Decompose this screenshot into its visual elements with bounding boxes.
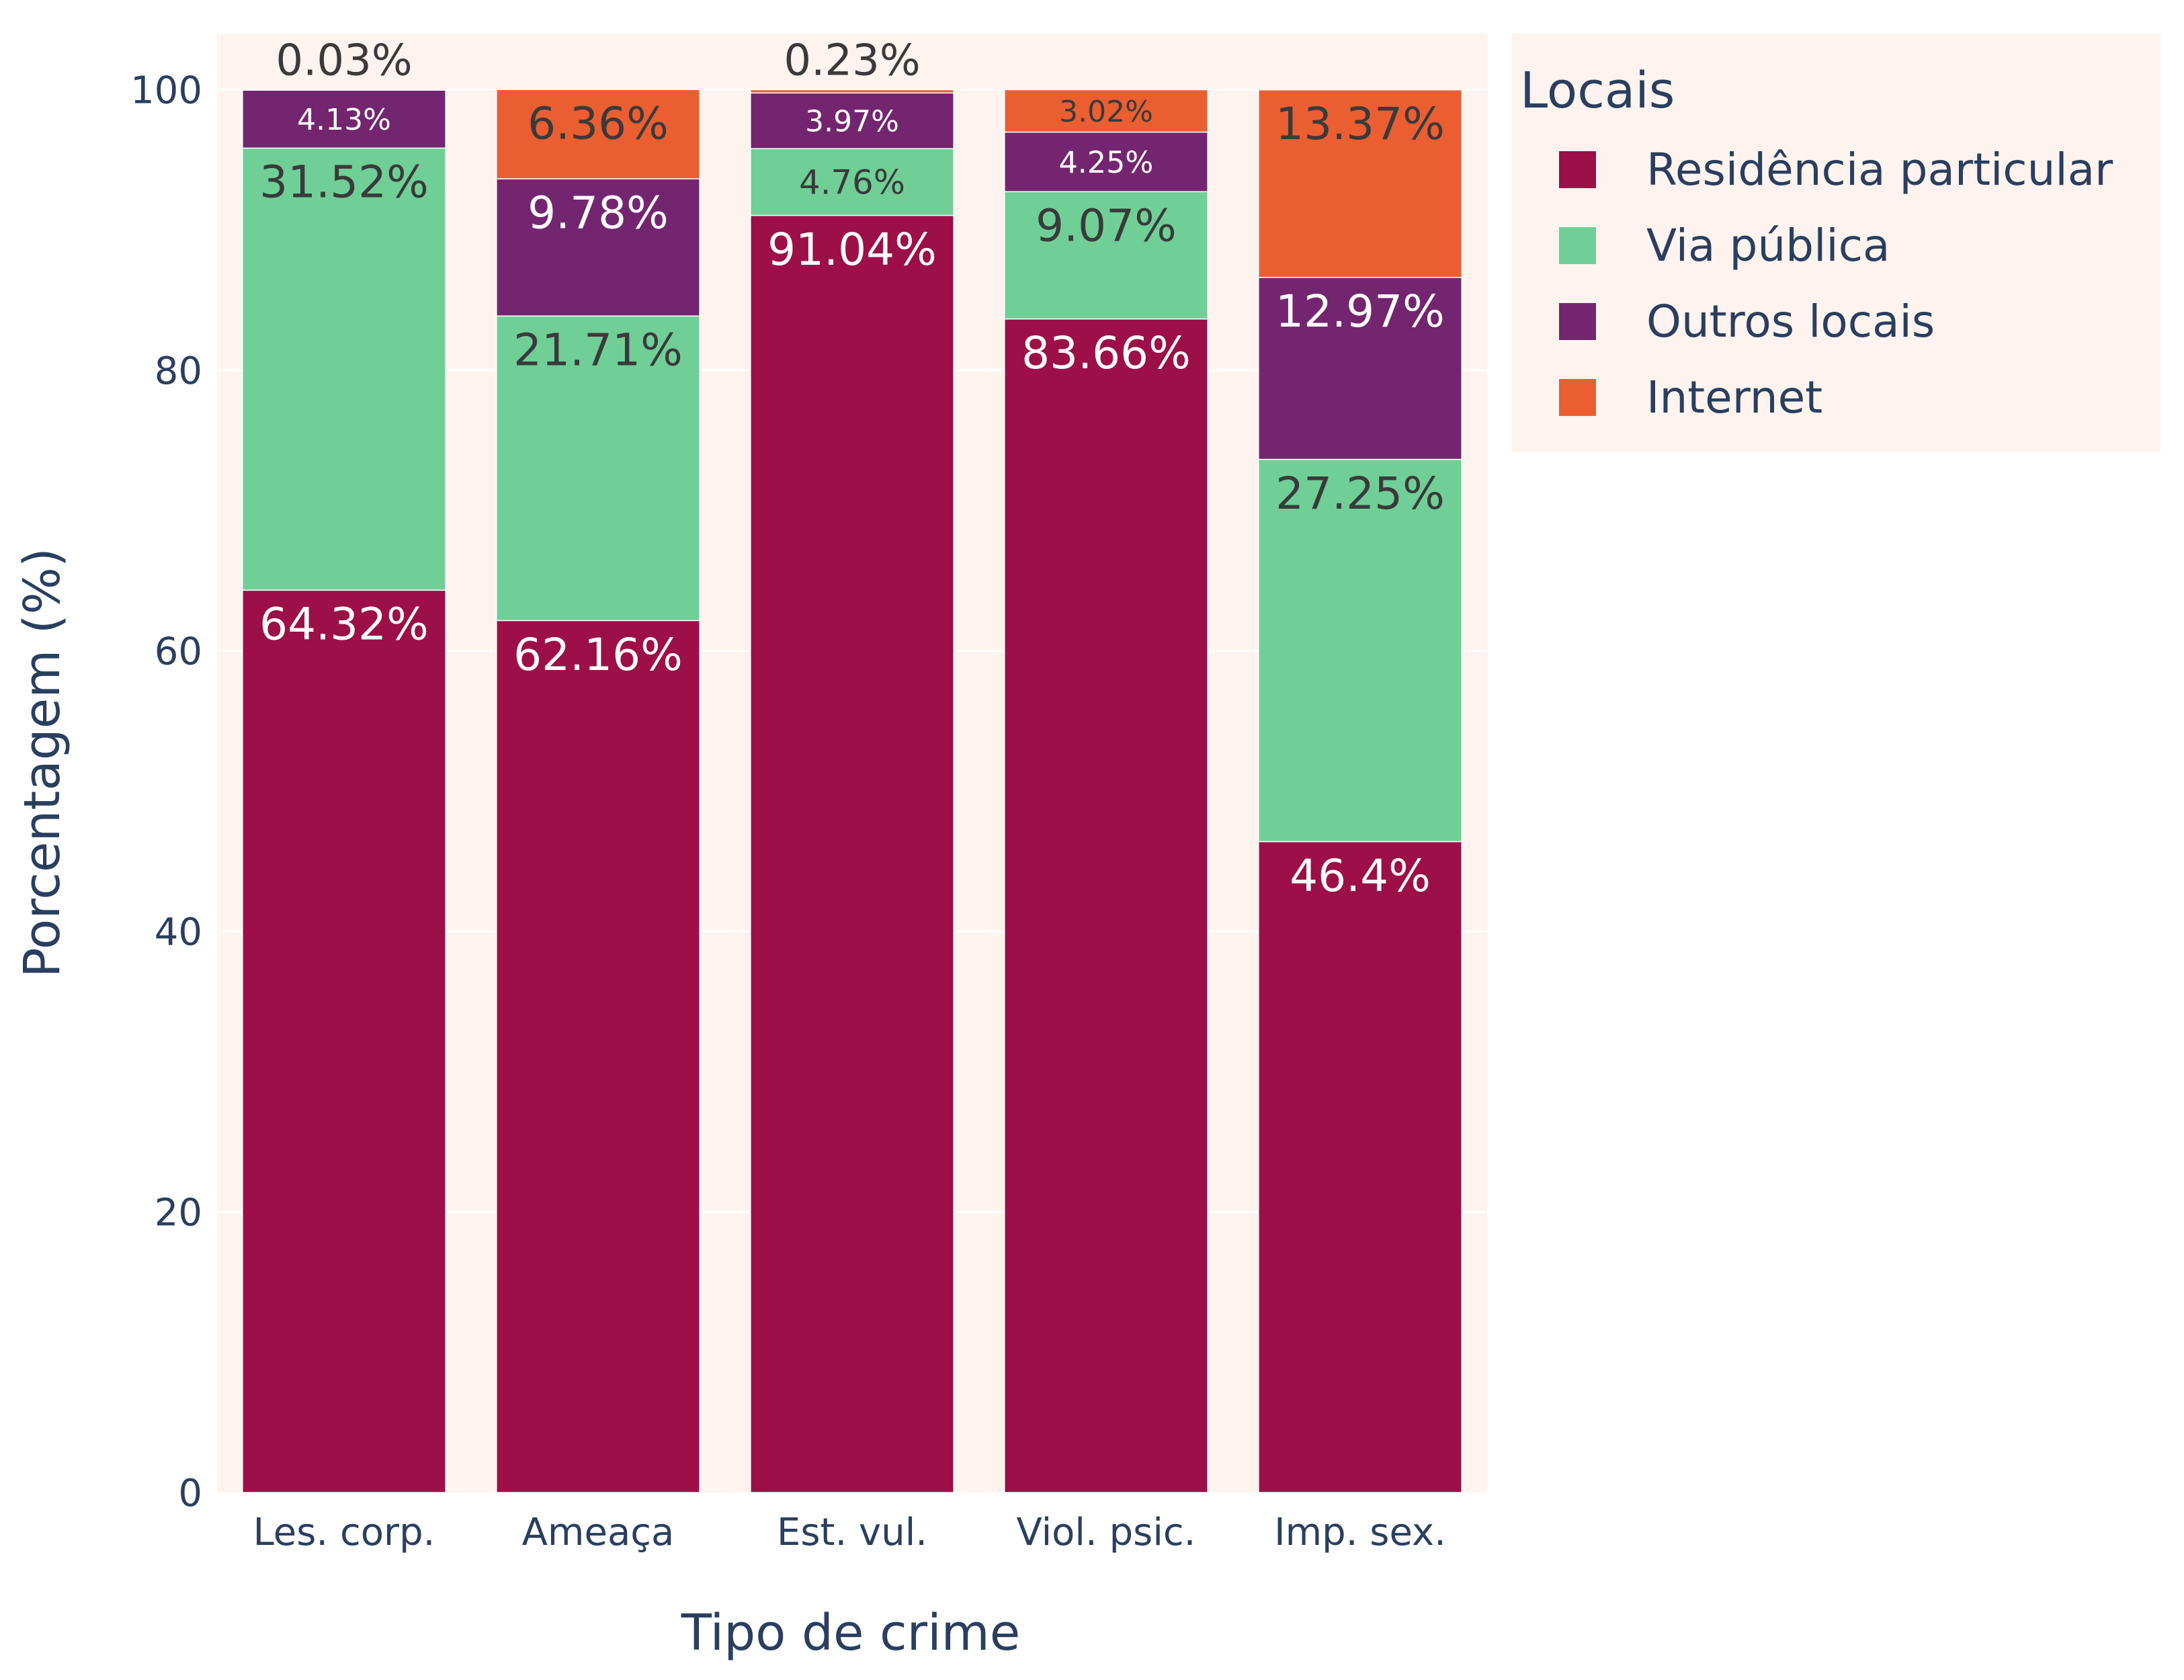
bar-segment [496,620,700,1493]
legend-background [1512,34,2160,452]
bar-value-label: 46.4% [1290,850,1431,902]
bar-value-label: 13.37% [1275,98,1445,150]
bar-segment [242,89,446,91]
x-axis-ticks: Les. corp. Ameaça Est. vul. Viol. psic. Imp.… [253,1511,1446,1554]
legend-swatch [1559,227,1596,264]
y-tick-label: 60 [155,630,202,674]
bar-segment [1004,131,1208,193]
bar-value-label: 83.66% [1021,327,1191,379]
bar-segment [242,89,446,149]
bar-segment [1258,841,1462,1493]
bar-value-label: 0.23% [784,36,920,86]
bar-segment [496,89,700,179]
bar-value-label: 4.25% [1059,146,1154,180]
bar-value-label: 21.71% [513,325,683,376]
bar-value-label: 4.76% [799,163,905,202]
bar-value-label: 6.36% [528,98,669,150]
x-tick-label: Ameaça [522,1511,675,1554]
bar-segment [750,89,954,94]
legend-label: Internet [1646,372,1822,423]
y-tick-label: 20 [155,1191,202,1235]
bar-value-label: 62.16% [513,629,683,681]
x-tick-label: Viol. psic. [1017,1511,1196,1554]
bar-segment [1258,458,1462,843]
bar-segment [1258,277,1462,460]
bar-value-label: 31.52% [259,157,429,208]
bar-value-label: 91.04% [767,224,937,276]
x-tick-label: Est. vul. [777,1511,927,1554]
legend-swatch [1559,151,1596,188]
legend-items: Residência particular Via pública Outros l… [1559,144,2113,423]
bar-segment [750,92,954,149]
x-axis-title: Tipo de crime [681,1604,1021,1662]
bar-segment [496,315,700,622]
legend-swatch [1559,303,1596,340]
y-tick-label: 40 [155,911,202,954]
x-tick-label: Imp. sex. [1274,1511,1446,1554]
bar-segment [750,148,954,216]
y-axis-title: Porcentagem (%) [13,548,71,978]
y-tick-label: 100 [130,69,202,113]
bar-segment [1258,89,1462,278]
bar-segment [750,214,954,1493]
bar-value-label: 27.25% [1275,468,1445,519]
y-tick-label: 80 [155,349,202,393]
legend-swatch [1559,379,1596,416]
bar-labels: 64.32% 31.52% 4.13% 0.03% 62.16% 21.71% 9.78% 6… [259,36,1445,902]
legend-label: Outros locais [1646,296,1935,347]
bar-value-label: 3.97% [805,105,899,139]
bar-value-label: 4.13% [297,103,391,137]
bar-value-label: 64.32% [259,599,429,650]
bar-segment [242,589,446,1493]
legend-label: Via pública [1646,220,1890,271]
bar-value-label: 3.02% [1059,95,1153,129]
bar-segment [1004,89,1208,133]
bar-segment [1004,318,1208,1493]
bar-segment [242,147,446,591]
y-tick-label: 0 [178,1472,202,1515]
legend-label: Residência particular [1646,144,2113,196]
x-tick-label: Les. corp. [253,1511,435,1554]
bar-value-label: 9.07% [1036,200,1177,252]
legend-title: Locais [1520,62,1675,120]
bar-value-label: 0.03% [276,36,412,86]
bar-value-label: 12.97% [1275,286,1445,337]
bar-value-label: 9.78% [528,187,669,239]
y-axis-ticks: 0 20 40 60 80 100 [130,69,202,1516]
legend: Locais Residência particular Via pública O… [1512,34,2160,452]
bars [242,89,1462,1493]
bar-segment [1004,191,1208,320]
bar-segment [496,178,700,317]
